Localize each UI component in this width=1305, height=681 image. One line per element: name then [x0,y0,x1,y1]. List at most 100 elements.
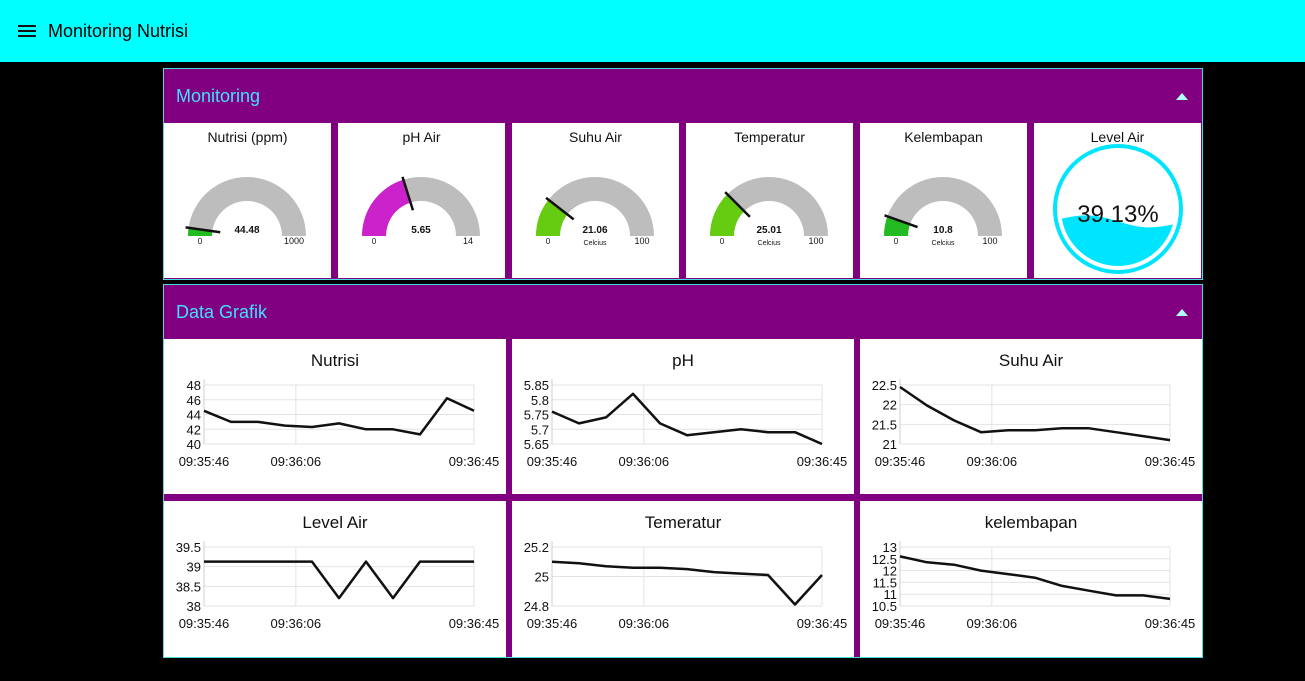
chart-ph: 5.655.75.755.85.85 09:35:46 09:36:06 09:36:… [524,378,848,469]
gauge-value-label: 44.48 [234,225,259,236]
gauge-value-label: 21.06 [582,225,607,236]
gauge-card-nutrisi: Nutrisi (ppm) 44.48 0 1000 [164,123,331,278]
chart-series-line [899,555,1171,601]
chart-y-tick-label: 39.5 [176,540,201,555]
chart-series-line [204,560,474,600]
chart-y-tick-label: 5.7 [531,422,549,437]
chart-x-tick-label: 09:35:46 [875,454,926,469]
chart-x-tick-label: 09:36:06 [270,454,321,469]
chart-x-tick-label: 09:35:46 [179,454,230,469]
chart-title: Temeratur [644,513,722,532]
chart-x-tick-label: 09:35:46 [527,454,578,469]
chart-temeratur: 24.8 25 25.2 09:35:46 09:36:06 09:36:45 [524,540,848,631]
chart-y-tick-label: 38.5 [176,579,201,594]
gauge-min-label: 0 [546,237,551,246]
chart-title: pH [672,351,694,370]
chart-x-tick-label: 09:36:06 [618,454,669,469]
collapse-up-icon[interactable] [1176,308,1188,316]
chart-x-tick-label: 09:35:46 [179,616,230,631]
chart-y-tick-label: 38 [187,599,201,614]
gauge-value-label: 10.8 [933,225,953,236]
gauge-min-label: 0 [894,237,899,246]
gauge-fill [710,194,745,236]
gauge-fill [884,216,910,236]
chart-x-tick-label: 09:36:45 [797,454,848,469]
monitoring-group-header[interactable]: Monitoring [164,69,1202,123]
chart-title: Suhu Air [998,351,1064,370]
level-value-label: 39.13% [1077,201,1158,228]
chart-y-tick-label: 12 [883,564,897,579]
chart-x-tick-label: 09:36:06 [966,616,1017,631]
gauge-track [710,177,828,236]
chart-y-tick-label: 46 [187,393,201,408]
gauge-title: Level Air [1090,129,1145,145]
chart-y-tick-label: 44 [187,408,201,423]
chart-y-tick-label: 24.8 [524,599,549,614]
gauge-needle [884,214,918,229]
chart-card-kelembapan: kelembapan 10.5 11 11.5 12 12.5 13 09:35:46 09:… [860,501,1202,657]
gauge-max-label: 100 [634,236,649,246]
chart-y-tick-label: 5.65 [524,437,549,452]
level-outer-ring [1053,144,1183,274]
gauge-needle [401,176,415,211]
gauge-needle [185,226,221,234]
gauge-track [884,177,1002,236]
chart-y-tick-label: 5.8 [531,393,549,408]
gauge-min-label: 0 [720,237,725,246]
gauge-nutrisi: 44.48 0 1000 [185,177,306,246]
collapse-up-icon[interactable] [1176,92,1188,100]
gauge-card-temperatur: Temperatur 25.01 Celcius 0 100 [686,123,853,278]
gauge-max-label: 100 [982,236,997,246]
gauge-max-label: 100 [808,236,823,246]
chart-card-level-air: Level Air 38 38.5 39 39.5 09:35:46 09:36:06 09… [164,501,506,657]
chart-y-tick-label: 5.75 [524,408,549,423]
chart-series-line [551,560,823,606]
hamburger-menu-icon[interactable] [18,24,38,38]
gauge-temperatur: 25.01 Celcius 0 100 [710,177,828,247]
gauge-max-label: 14 [463,236,473,246]
chart-y-tick-label: 48 [187,378,201,393]
chart-title: Nutrisi [310,351,360,370]
chart-x-tick-label: 09:36:45 [449,616,500,631]
chart-y-tick-label: 11 [884,587,898,602]
chart-title: Level Air [302,513,368,532]
chart-y-tick-label: 11.5 [873,575,897,590]
gauge-card-ph: pH Air 5.65 0 14 [338,123,505,278]
chart-x-tick-label: 09:36:45 [797,616,848,631]
chart-card-temeratur: Temeratur 24.8 25 25.2 09:35:46 09:36:06 09:3… [512,501,854,657]
gauge-units-label: Celcius [758,240,781,247]
gauge-needle [545,196,575,221]
chart-x-tick-label: 09:36:45 [449,454,500,469]
gauge-card-level-air: Level Air 39.13% [1034,123,1201,278]
gauge-kelembapan: 10.8 Celcius 0 100 [884,177,1002,247]
gauge-track [536,177,654,236]
chart-y-tick-label: 39 [187,560,201,575]
data-grafik-group-header[interactable]: Data Grafik [164,285,1202,339]
chart-y-tick-label: 12.5 [872,552,897,567]
chart-x-tick-label: 09:36:06 [618,616,669,631]
chart-x-tick-label: 09:36:45 [1145,616,1196,631]
gauge-title: Temperatur [734,129,805,145]
chart-x-tick-label: 09:36:06 [270,616,321,631]
gauge-units-label: Celcius [932,240,955,247]
toolbar: Monitoring Nutrisi [0,0,1305,62]
chart-y-tick-label: 21 [883,437,897,452]
chart-y-tick-label: 22.5 [872,378,897,393]
gauge-min-label: 0 [372,237,377,246]
chart-level-air: 38 38.5 39 39.5 09:35:46 09:36:06 09:36:45 [176,540,500,631]
chart-series-line [203,397,475,436]
monitoring-group: Monitoring [163,68,1203,280]
gauge-units-label: Celcius [584,240,607,247]
chart-suhu-air: 21 21.5 22 22.5 09:35:46 09:36:06 09:36:45 [872,378,1196,469]
gauge-title: pH Air [402,129,441,145]
app-title: Monitoring Nutrisi [48,20,189,41]
chart-y-tick-label: 21.5 [872,417,897,432]
gauge-value-label: 25.01 [756,225,781,236]
gauge-track [188,177,306,236]
gauge-max-label: 1000 [284,236,304,246]
chart-card-nutrisi: Nutrisi 40 42 44 46 48 09:35:46 09:36:06 09:36:… [164,339,506,494]
chart-x-tick-label: 09:36:06 [966,454,1017,469]
gauge-card-suhu-air: Suhu Air 21.06 Celcius 0 100 [512,123,679,278]
